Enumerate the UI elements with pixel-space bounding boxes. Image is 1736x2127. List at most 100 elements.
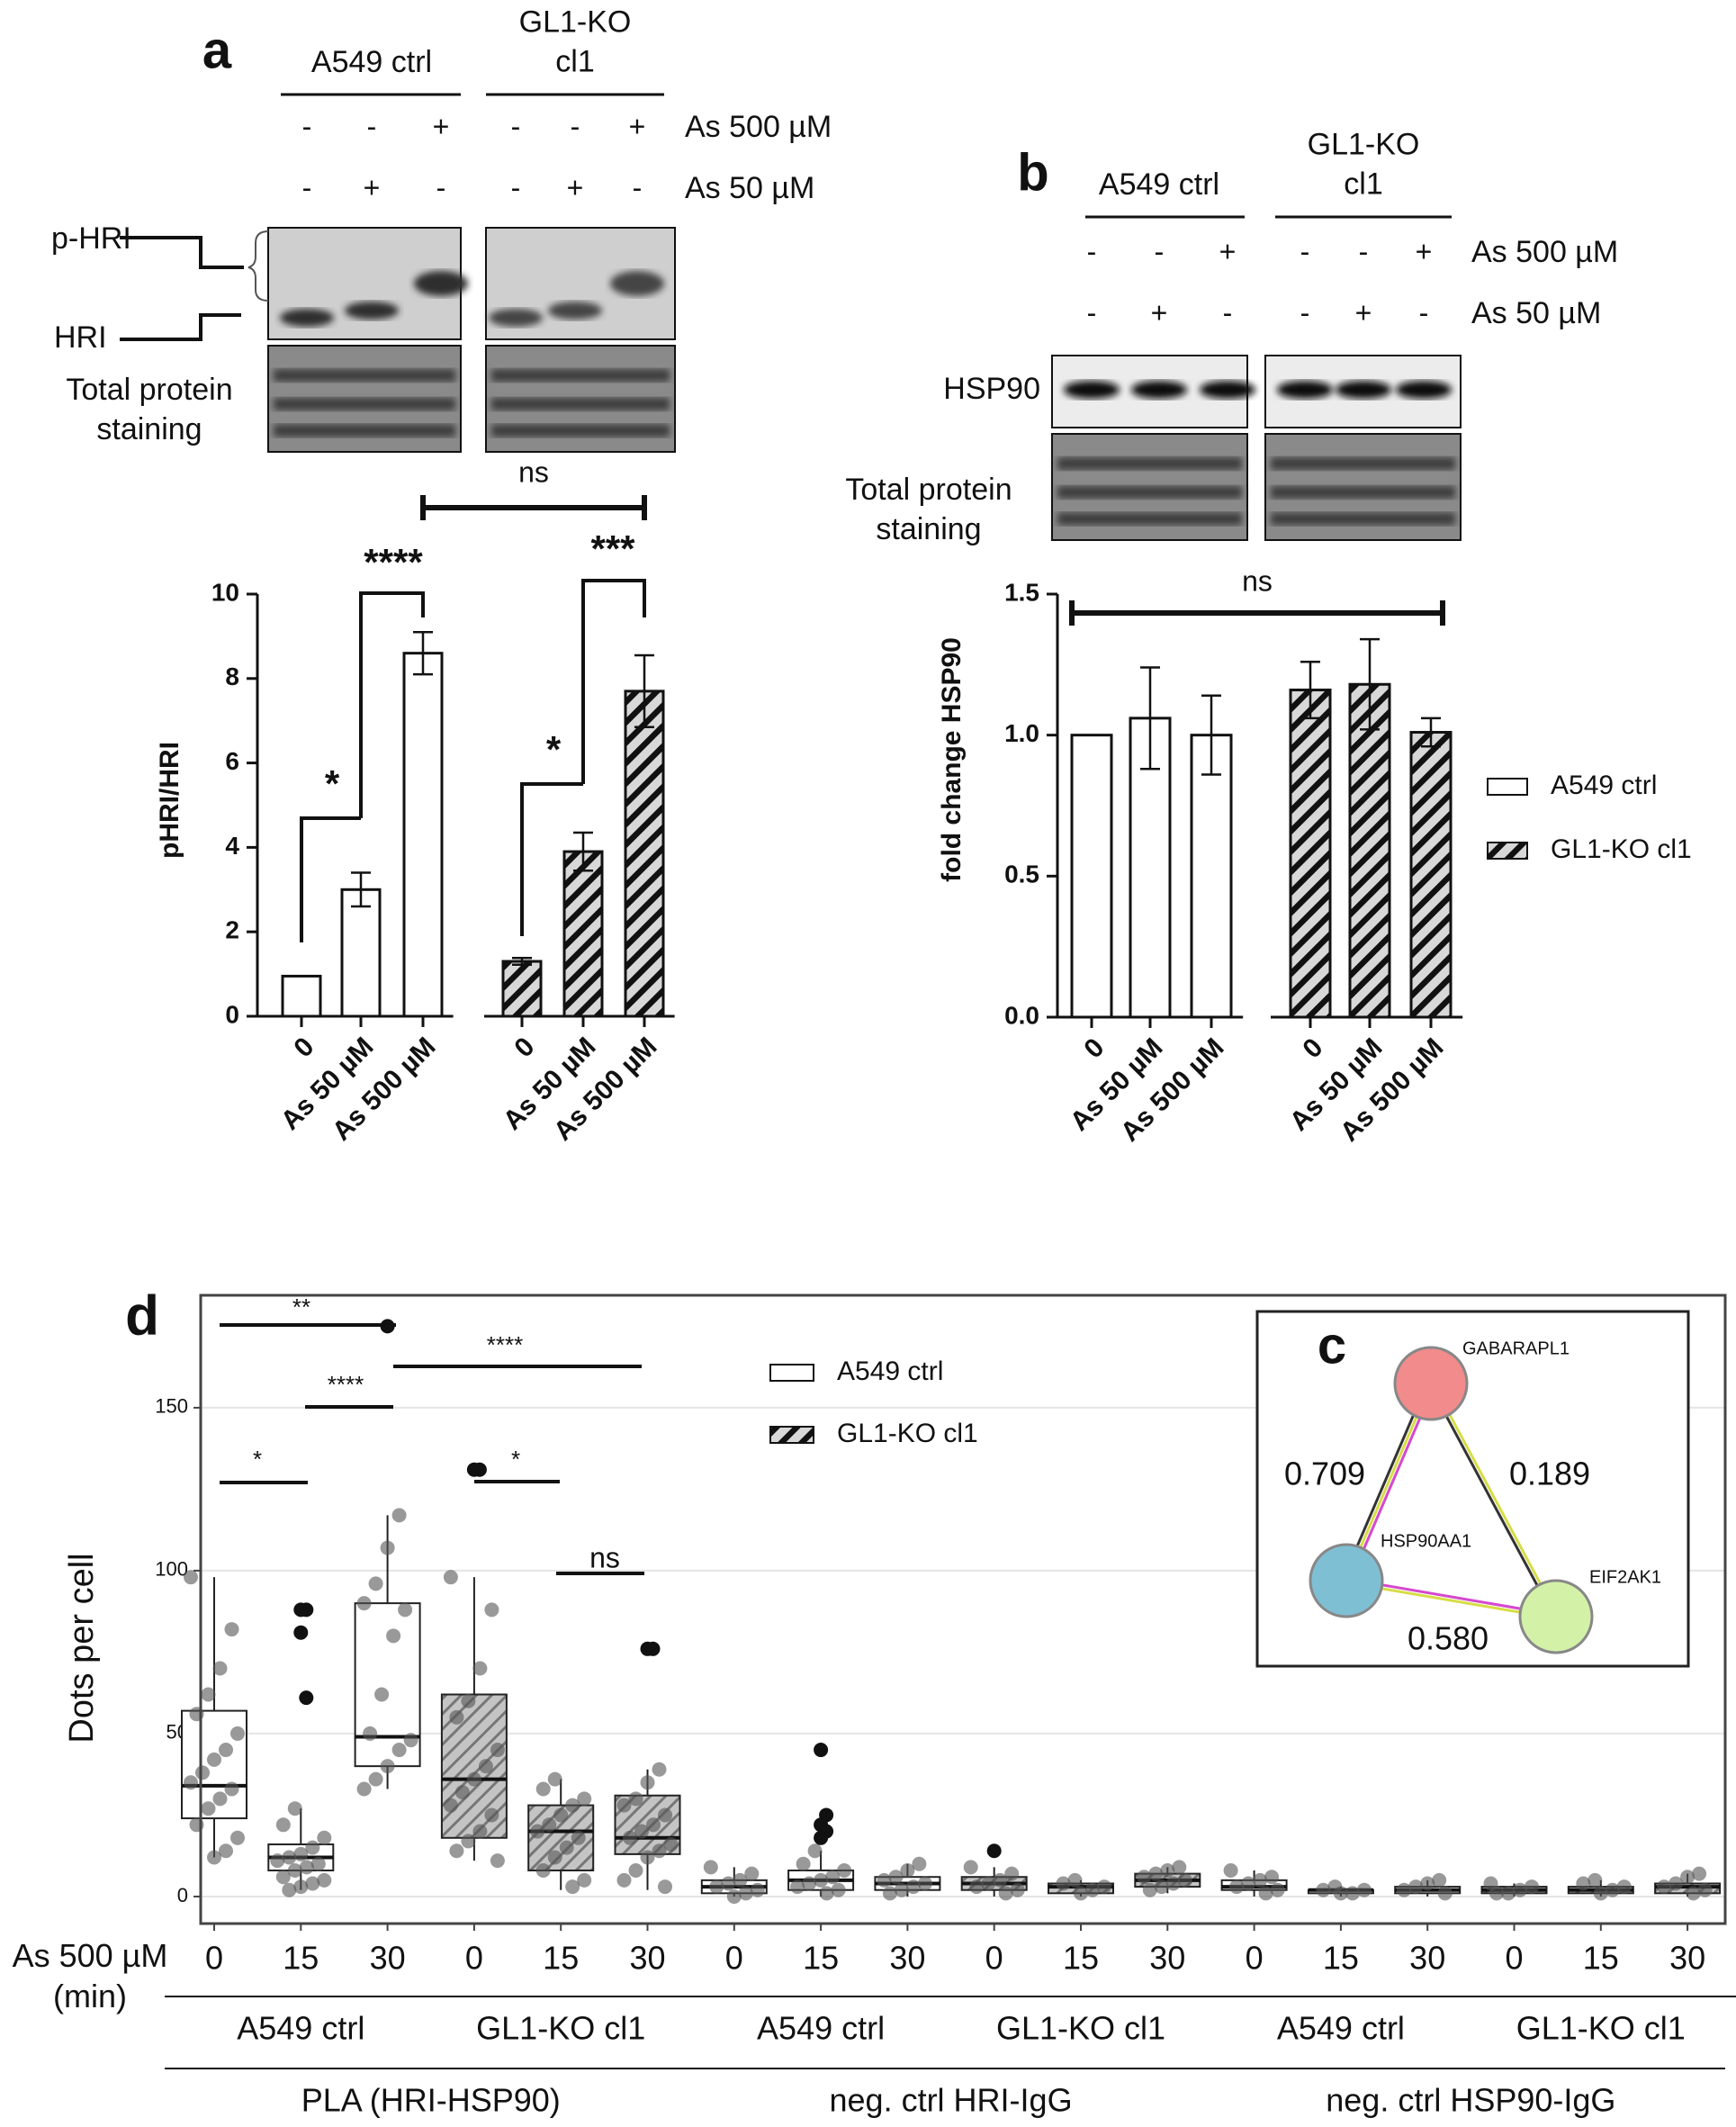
data-point	[1669, 1876, 1684, 1891]
data-point	[443, 1798, 458, 1813]
data-point	[577, 1791, 592, 1807]
data-point	[1085, 1882, 1100, 1897]
x-tick-label: 0	[985, 1940, 1003, 1977]
significance-bracket	[520, 782, 583, 936]
data-point	[553, 1807, 569, 1823]
data-point	[310, 1856, 326, 1871]
data-point	[1432, 1872, 1447, 1888]
data-point	[831, 1882, 846, 1897]
x-tick-label: 0	[1297, 1032, 1328, 1064]
x-tick-label: 0	[1246, 1940, 1264, 1977]
error-bar	[634, 653, 654, 728]
panel-letter: b	[1017, 143, 1048, 202]
x-tick-label: 15	[1063, 1940, 1099, 1977]
data-point	[356, 1596, 372, 1611]
group-header: GL1-KO cl1	[1307, 127, 1420, 202]
edge-score: 0.709	[1284, 1456, 1365, 1492]
x-tick-label: 30	[1149, 1940, 1185, 1977]
data-point	[1004, 1866, 1020, 1881]
data-point	[658, 1807, 672, 1823]
data-point	[1172, 1860, 1187, 1875]
legend-swatch	[769, 1426, 814, 1444]
data-point	[287, 1862, 302, 1878]
data-point	[1241, 1876, 1256, 1891]
legend-label: GL1-KO cl1	[837, 1419, 978, 1448]
data-point	[894, 1882, 909, 1897]
data-point	[535, 1781, 551, 1797]
data-point	[1165, 1876, 1181, 1891]
assay-label: PLA (HRI-HSP90)	[301, 2082, 561, 2119]
data-point	[374, 1687, 390, 1702]
treatment-sign: -	[1223, 296, 1233, 329]
data-point	[490, 1743, 505, 1758]
y-tick-label: 150	[155, 1395, 188, 1418]
treatment-sign: +	[567, 171, 584, 203]
y-tick-label: 1.5	[1004, 578, 1039, 606]
x-tick-label: 0	[465, 1940, 483, 1977]
data-point	[1525, 1879, 1539, 1895]
data-point	[478, 1759, 493, 1774]
data-point	[443, 1570, 458, 1585]
data-point	[547, 1850, 562, 1865]
data-point	[368, 1576, 383, 1591]
assay-label: neg. ctrl HSP90-IgG	[1326, 2082, 1615, 2119]
outlier	[299, 1602, 314, 1618]
data-point	[571, 1830, 586, 1845]
data-point	[663, 1837, 679, 1852]
data-point	[1605, 1882, 1620, 1897]
x-tick-label: 30	[1669, 1940, 1705, 1977]
protein-band	[610, 271, 664, 296]
data-point	[814, 1872, 829, 1888]
significance-label: *	[546, 728, 562, 771]
x-tick-label: 0	[508, 1032, 540, 1063]
protein-band	[1396, 381, 1452, 399]
data-point	[1316, 1882, 1331, 1897]
bar	[1289, 689, 1332, 1019]
network-edge	[1431, 1382, 1560, 1617]
protein-band	[345, 302, 399, 320]
x-tick-label: 15	[283, 1940, 319, 1977]
error-bar	[1140, 666, 1160, 771]
protein-band	[548, 302, 602, 320]
outlier	[986, 1843, 1002, 1859]
data-point	[721, 1876, 736, 1891]
y-tick-label: 0.5	[1004, 861, 1039, 888]
data-point	[293, 1879, 309, 1895]
data-point	[219, 1843, 233, 1859]
data-point	[201, 1801, 216, 1816]
data-point	[1223, 1862, 1238, 1878]
y-tick-label: 100	[155, 1558, 188, 1581]
outlier	[299, 1690, 314, 1706]
bar	[281, 974, 322, 1018]
data-point	[652, 1843, 667, 1859]
treatment-sign: +	[1355, 296, 1372, 329]
legend-swatch	[769, 1364, 814, 1382]
network-node	[1518, 1579, 1594, 1654]
data-point	[658, 1879, 672, 1895]
data-point	[900, 1862, 915, 1878]
data-point	[1408, 1879, 1424, 1895]
data-point	[380, 1540, 395, 1555]
treatment-name: As 50 µM	[1471, 296, 1601, 330]
bar	[402, 652, 444, 1018]
data-point	[738, 1886, 753, 1901]
legend-swatch	[1487, 842, 1528, 860]
edge-score: 0.189	[1509, 1456, 1590, 1492]
data-point	[449, 1709, 464, 1725]
error-bar	[1421, 717, 1441, 748]
group-header: A549 ctrl	[310, 44, 433, 79]
group-label: A549 ctrl	[1277, 2010, 1405, 2047]
significance-label: ns	[589, 1541, 620, 1573]
data-point	[825, 1870, 841, 1885]
data-point	[807, 1843, 823, 1859]
data-point	[628, 1791, 643, 1807]
treatment-name: As 500 µM	[1471, 235, 1618, 269]
data-point	[1588, 1872, 1603, 1888]
x-tick-label: 30	[1409, 1940, 1445, 1977]
loading-band	[1271, 485, 1455, 499]
x-tick-label: 15	[1323, 1940, 1359, 1977]
data-point	[1177, 1872, 1192, 1888]
network-node	[1309, 1543, 1384, 1618]
data-point	[547, 1771, 562, 1787]
x-title: As 500 µM (min)	[12, 1937, 168, 2014]
